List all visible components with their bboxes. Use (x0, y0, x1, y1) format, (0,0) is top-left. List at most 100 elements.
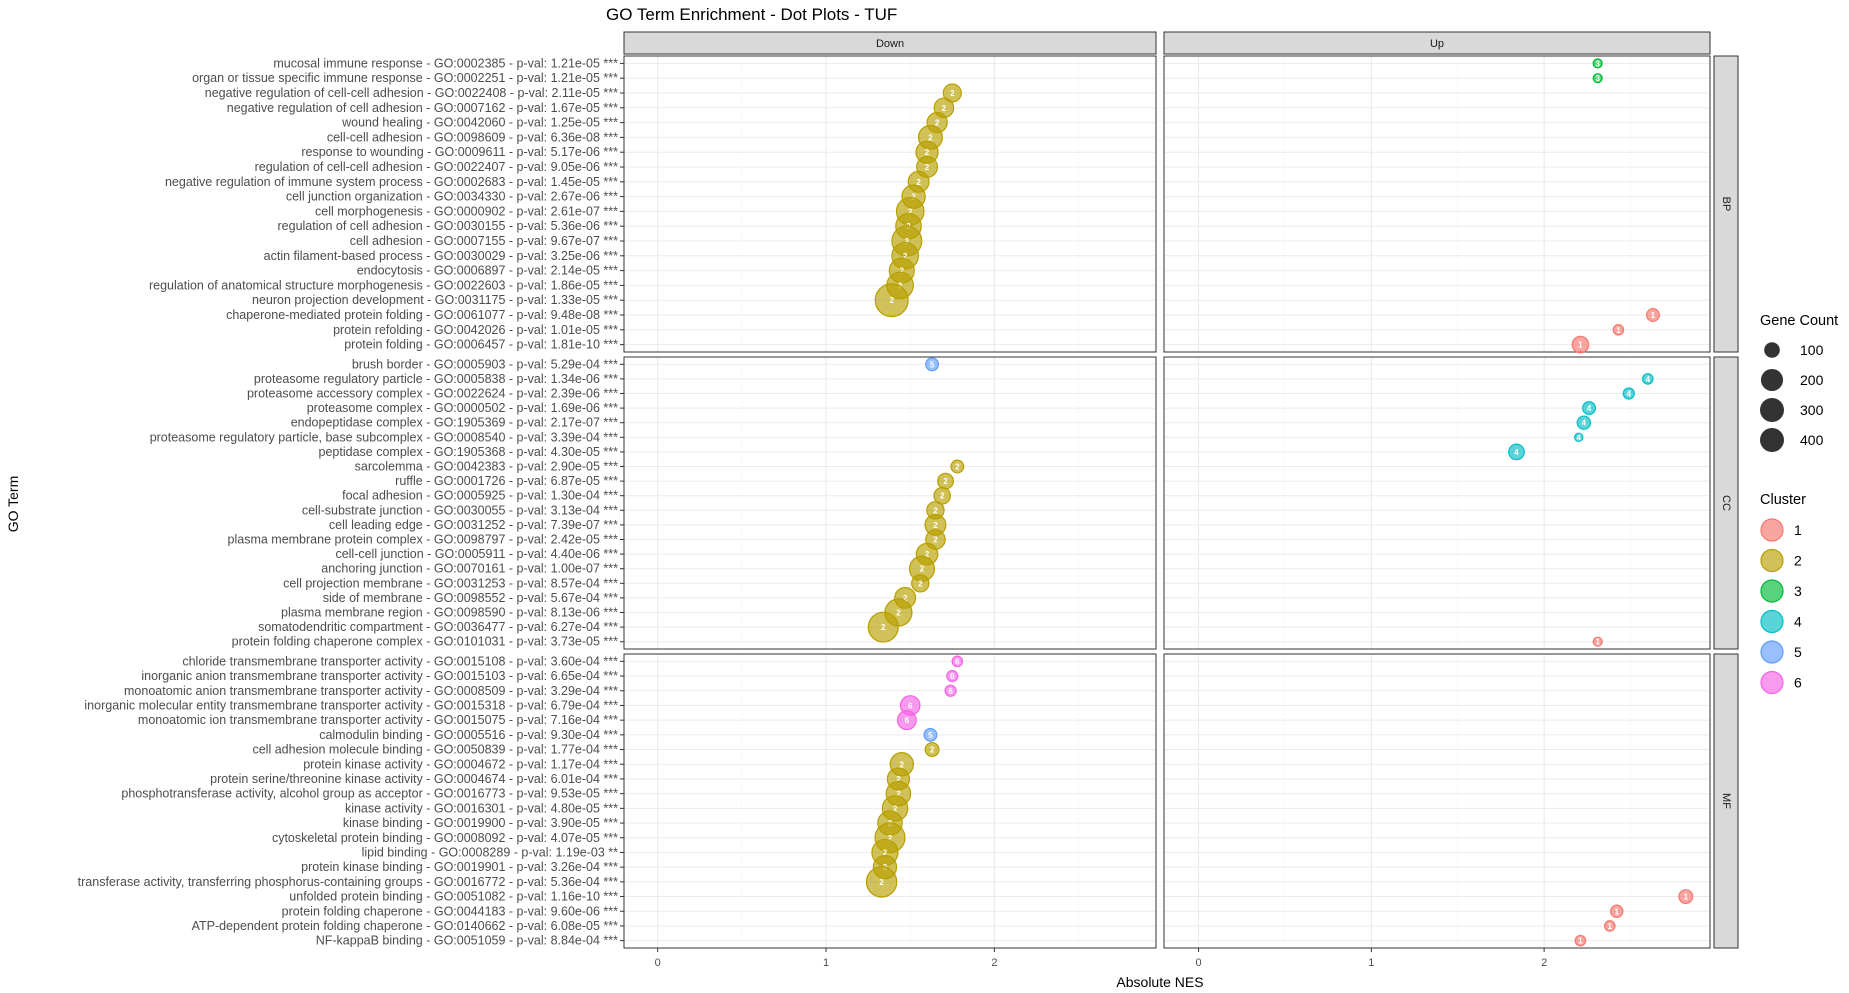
point-cluster-label: 2 (896, 775, 901, 784)
data-point[interactable]: 5 (923, 727, 938, 742)
data-point[interactable]: 4 (1573, 432, 1584, 442)
color-legend-label: 5 (1794, 644, 1802, 660)
point-cluster-label: 4 (1587, 404, 1592, 413)
x-tick-label: 2 (1541, 957, 1547, 969)
point-cluster-label: 6 (905, 716, 910, 725)
point-cluster-label: 2 (908, 207, 913, 216)
x-tick-label: 2 (991, 957, 997, 969)
point-cluster-label: 2 (955, 463, 960, 472)
point-cluster-label: 2 (893, 804, 898, 813)
color-legend-label: 3 (1794, 583, 1802, 599)
point-cluster-label: 2 (933, 536, 938, 545)
data-point[interactable]: 6 (946, 669, 959, 683)
term-label: cell-substrate junction - GO:0030055 - p… (302, 503, 618, 517)
row-strip-bp: BP (1713, 55, 1739, 353)
term-label: monoatomic ion transmembrane transporter… (138, 713, 618, 727)
data-point[interactable]: 4 (1582, 401, 1597, 416)
data-point[interactable]: 1 (1603, 920, 1616, 932)
term-label: wound healing - GO:0042060 - p-val: 1.25… (341, 116, 618, 130)
size-legend-key (1760, 368, 1784, 392)
size-legend-title: Gene Count (1760, 313, 1838, 329)
data-point[interactable]: 1 (1612, 323, 1625, 336)
data-point[interactable]: 2 (950, 459, 965, 474)
row-strip-label: MF (1720, 793, 1732, 809)
point-cluster-label: 2 (950, 89, 955, 98)
data-point[interactable]: 6 (896, 710, 917, 731)
data-point[interactable]: 2 (865, 866, 898, 898)
point-cluster-label: 2 (889, 296, 894, 305)
panel-border (623, 55, 1157, 353)
column-strip-label: Up (1430, 38, 1444, 50)
x-tick-label: 1 (823, 957, 829, 969)
data-point[interactable]: 4 (1622, 387, 1635, 400)
color-legend-key (1760, 579, 1784, 603)
term-label: side of membrane - GO:0098552 - p-val: 5… (323, 591, 618, 605)
panel-bg (1164, 56, 1710, 352)
data-point[interactable]: 1 (1592, 636, 1603, 647)
term-label: negative regulation of immune system pro… (165, 175, 618, 189)
point-cluster-label: 6 (908, 701, 913, 710)
data-point[interactable]: 1 (1678, 889, 1694, 905)
point-marker (923, 727, 938, 742)
data-point[interactable]: 4 (1576, 415, 1592, 430)
term-label: protein kinase activity - GO:0004672 - p… (303, 757, 618, 771)
point-marker (1603, 920, 1616, 932)
data-point[interactable]: 2 (911, 574, 930, 593)
data-point[interactable]: 6 (951, 655, 964, 668)
data-point[interactable]: 1 (1571, 335, 1590, 354)
data-point[interactable]: 2 (924, 742, 940, 758)
data-point[interactable]: 5 (925, 357, 940, 372)
term-label: calmodulin binding - GO:0005516 - p-val:… (319, 728, 618, 742)
point-marker (925, 357, 940, 372)
data-point[interactable]: 2 (874, 283, 909, 318)
size-legend-label: 200 (1800, 372, 1824, 388)
data-point[interactable]: 1 (1609, 904, 1624, 918)
column-strip-bg (1163, 31, 1711, 55)
x-tick-label: 1 (1368, 957, 1374, 969)
panel-bg (1164, 357, 1710, 649)
point-cluster-label: 2 (925, 163, 930, 172)
data-point[interactable]: 2 (937, 472, 954, 490)
data-point[interactable]: 4 (1641, 373, 1654, 385)
term-label: peptidase complex - GO:1905368 - p-val: … (319, 445, 619, 459)
term-label: inorganic anion transmembrane transporte… (141, 669, 618, 683)
facet-panels: DownUp012012BP33222222222222222111CC5444… (623, 31, 1739, 969)
point-cluster-label: 2 (896, 609, 901, 618)
term-label: brush border - GO:0005903 - p-val: 5.29e… (352, 357, 618, 371)
point-cluster-label: 1 (1616, 326, 1621, 335)
panel-bg (624, 357, 1156, 649)
color-legend-key (1760, 548, 1784, 573)
point-cluster-label: 2 (879, 878, 884, 887)
term-label: NF-kappaB binding - GO:0051059 - p-val: … (316, 934, 618, 948)
chart-title: GO Term Enrichment - Dot Plots - TUF (606, 5, 897, 24)
point-cluster-label: 2 (933, 521, 938, 530)
data-point[interactable]: 1 (1646, 308, 1660, 322)
data-point[interactable]: 3 (1592, 58, 1603, 69)
data-point[interactable]: 3 (1592, 73, 1603, 84)
point-cluster-label: 6 (955, 657, 960, 666)
data-point[interactable]: 4 (1508, 443, 1525, 461)
term-label: cell-cell adhesion - GO:0098609 - p-val:… (327, 130, 618, 144)
data-point[interactable]: 1 (1574, 934, 1587, 947)
data-point[interactable]: 2 (867, 611, 899, 643)
point-cluster-label: 4 (1582, 419, 1587, 428)
size-legend-label: 400 (1800, 432, 1824, 448)
column-strip-bg (623, 31, 1157, 55)
point-marker (896, 710, 917, 731)
term-label: cell projection membrane - GO:0031253 - … (283, 576, 618, 590)
point-cluster-label: 2 (918, 579, 923, 588)
size-legend-key (1760, 428, 1784, 452)
data-point[interactable]: 2 (933, 486, 952, 505)
data-point[interactable]: 6 (944, 684, 957, 697)
term-label: ruffle - GO:0001726 - p-val: 6.87e-05 **… (395, 474, 618, 488)
term-label: proteasome regulatory particle - GO:0005… (254, 372, 618, 386)
data-point[interactable]: 2 (926, 501, 945, 520)
point-marker (933, 486, 952, 505)
point-marker (1574, 934, 1587, 947)
point-cluster-label: 2 (935, 119, 940, 128)
point-cluster-label: 2 (942, 104, 947, 113)
x-tick-label: 0 (655, 957, 661, 969)
point-marker (1678, 889, 1694, 905)
point-cluster-label: 2 (940, 492, 945, 501)
point-cluster-label: 2 (933, 506, 938, 515)
